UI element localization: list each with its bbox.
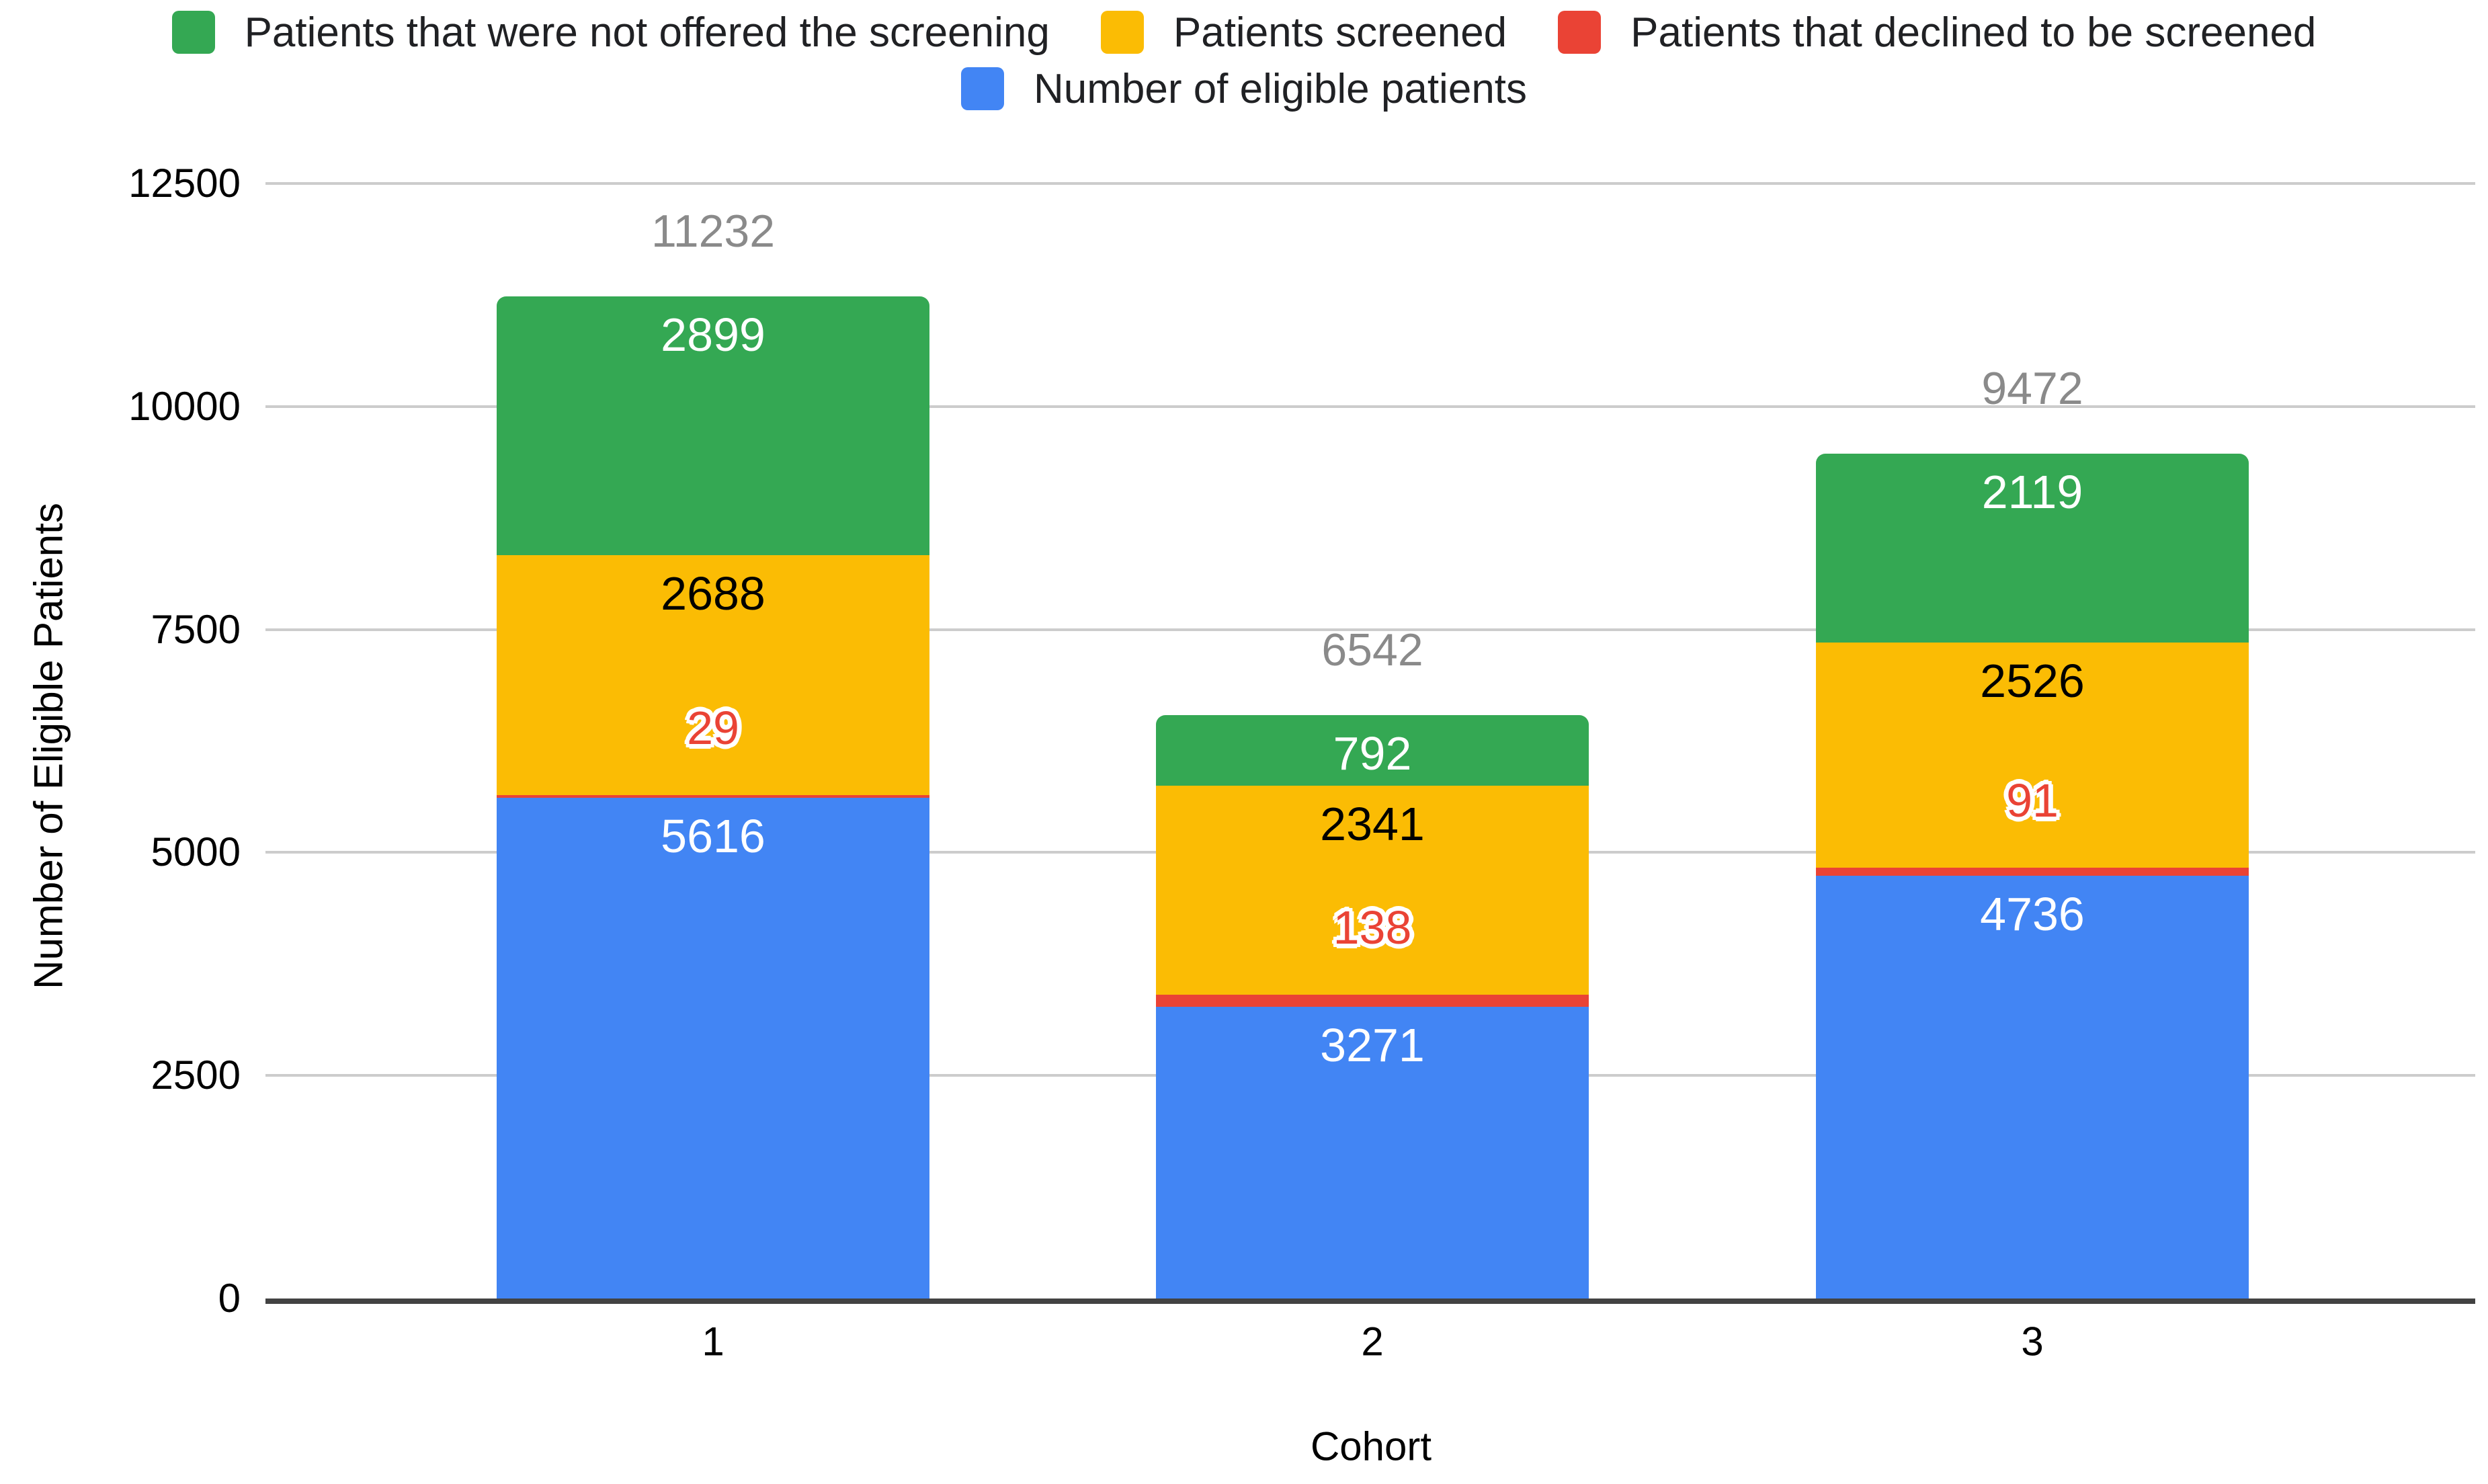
bar-segment-patients-that-were-not-offered-the-screening-cohort-1[interactable] [497,296,929,556]
total-label-cohort-3: 9472 [1981,362,2083,414]
bar-segment-patients-that-declined-to-be-screened-cohort-1[interactable] [497,794,929,798]
x-tick-label-cohort-2: 2 [1361,1319,1384,1364]
data-label-number-of-eligible-patients-cohort-1: 5616 [661,809,765,862]
legend-item-number-of-eligible-patients[interactable]: Number of eligible patients [960,65,1528,113]
bar-segment-number-of-eligible-patients-cohort-3[interactable] [1816,876,2249,1298]
bar-segment-patients-that-were-not-offered-the-screening-cohort-2[interactable] [1156,714,1589,786]
x-tick-label-cohort-3: 3 [2021,1319,2044,1364]
gridline-7500 [265,628,2475,631]
bar-segment-patients-screened-cohort-2[interactable] [1156,785,1589,995]
legend-swatch-icon [171,11,215,54]
data-label-patients-screened-cohort-3: 2526 [1980,655,2085,708]
legend-item-patients-that-were-not-offered-the-screening[interactable]: Patients that were not offered the scree… [171,9,1050,56]
legend-item-label: Patients screened [1173,9,1507,56]
data-label-patients-screened-cohort-2: 2341 [1320,797,1425,850]
gridline-10000 [265,405,2475,408]
bar-cohort-3 [1816,453,2249,1298]
bar-segment-patients-screened-cohort-3[interactable] [1816,643,2249,868]
bar-cohort-1 [497,296,929,1298]
y-axis-title: Number of Eligible Patients [26,503,71,989]
data-label-patients-that-declined-to-be-screened-cohort-3: 91 [2006,774,2059,827]
legend-swatch-icon [1558,11,1602,54]
total-label-cohort-2: 6542 [1321,624,1423,675]
data-label-patients-that-were-not-offered-the-screening-cohort-2: 792 [1333,727,1412,780]
data-label-patients-that-declined-to-be-screened-cohort-1: 29 [687,701,739,754]
y-tick-label-10000: 10000 [128,383,241,429]
bar-segment-number-of-eligible-patients-cohort-1[interactable] [497,797,929,1298]
data-label-patients-that-declined-to-be-screened-cohort-2: 138 [1333,901,1412,954]
y-tick-label-2500: 2500 [151,1053,241,1098]
legend-row-1: Patients that were not offered the scree… [0,9,2488,56]
bar-segment-number-of-eligible-patients-cohort-2[interactable] [1156,1006,1589,1298]
bar-segment-patients-that-declined-to-be-screened-cohort-2[interactable] [1156,994,1589,1007]
data-label-patients-screened-cohort-1: 2688 [661,567,765,620]
data-label-number-of-eligible-patients-cohort-3: 4736 [1980,888,2085,941]
legend-row-2: Number of eligible patients [0,66,2488,112]
data-label-number-of-eligible-patients-cohort-2: 3271 [1320,1018,1425,1071]
legend-item-patients-screened[interactable]: Patients screened [1100,9,1507,56]
legend-swatch-icon [1100,11,1144,54]
bar-segment-patients-that-were-not-offered-the-screening-cohort-3[interactable] [1816,453,2249,643]
y-tick-label-0: 0 [218,1276,241,1321]
x-axis-line [265,1298,2475,1304]
bar-cohort-2 [1156,714,1589,1298]
y-tick-label-5000: 5000 [151,829,241,875]
x-tick-label-cohort-1: 1 [702,1319,724,1364]
legend-item-label: Number of eligible patients [1033,65,1528,112]
data-label-patients-that-were-not-offered-the-screening-cohort-3: 2119 [1981,465,2083,518]
data-label-patients-that-were-not-offered-the-screening-cohort-1: 2899 [661,308,765,362]
bar-segment-patients-screened-cohort-1[interactable] [497,555,929,795]
legend-item-patients-that-declined-to-be-screened[interactable]: Patients that declined to be screened [1558,9,2316,56]
legend-swatch-icon [960,67,1004,110]
legend-item-label: Patients that declined to be screened [1630,9,2317,56]
y-tick-label-7500: 7500 [151,606,241,652]
legend-item-label: Patients that were not offered the scree… [244,9,1050,56]
y-tick-label-12500: 12500 [128,161,241,206]
bar-segment-patients-that-declined-to-be-screened-cohort-3[interactable] [1816,868,2249,876]
x-axis-title: Cohort [1310,1424,1432,1469]
gridline-12500 [265,182,2475,185]
total-label-cohort-1: 11232 [651,206,776,257]
